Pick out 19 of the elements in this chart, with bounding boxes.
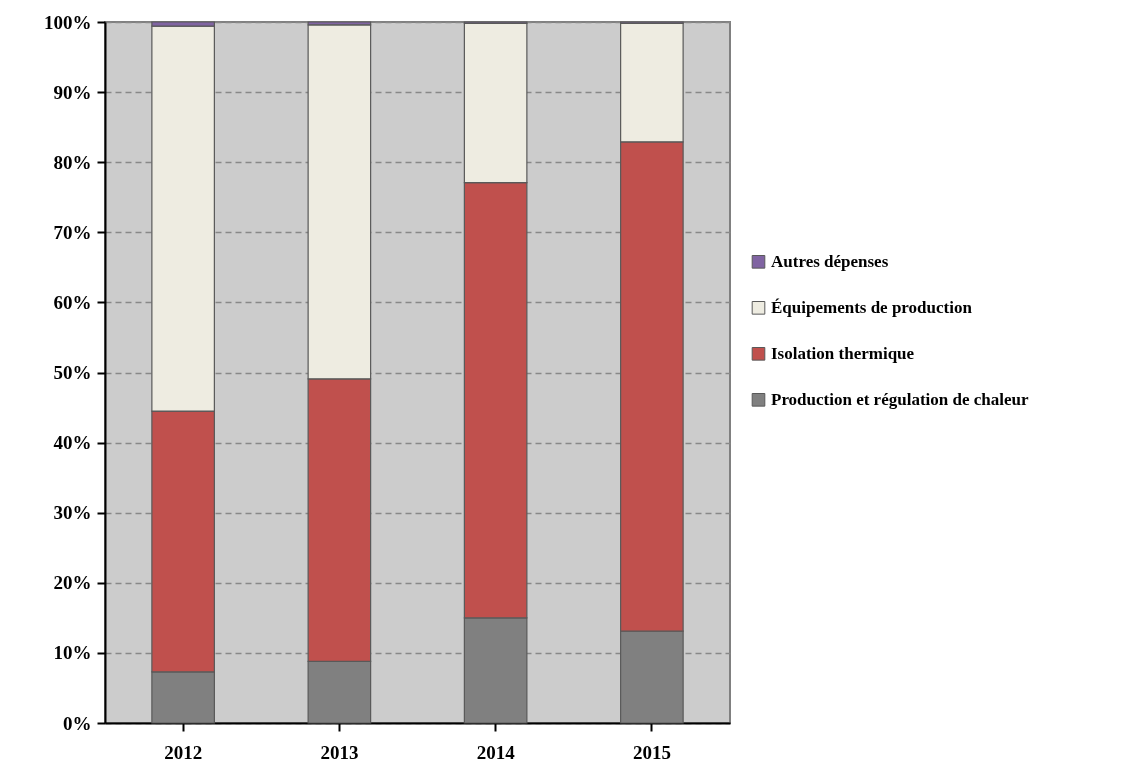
y-tick-label: 30% bbox=[53, 502, 92, 524]
y-tick-label: 80% bbox=[53, 151, 92, 173]
y-tick-label: 70% bbox=[53, 221, 92, 243]
x-tick-label: 2012 bbox=[164, 741, 203, 763]
y-tick-label: 10% bbox=[53, 642, 92, 664]
legend-label: Isolation thermique bbox=[771, 343, 915, 363]
x-tick-label: 2014 bbox=[476, 741, 516, 763]
x-tick-label: 2015 bbox=[632, 741, 671, 763]
legend-label: Autres dépenses bbox=[771, 251, 889, 271]
y-tick-label: 40% bbox=[53, 432, 92, 454]
legend-label: Production et régulation de chaleur bbox=[771, 389, 1029, 409]
y-tick-label: 20% bbox=[53, 572, 92, 594]
y-tick-label: 60% bbox=[53, 291, 92, 313]
y-tick-label: 0% bbox=[63, 712, 92, 734]
legend-label: Équipements de production bbox=[771, 297, 973, 317]
y-tick-label: 100% bbox=[44, 11, 92, 33]
x-tick-label: 2013 bbox=[320, 741, 359, 763]
y-tick-label: 50% bbox=[53, 362, 92, 383]
y-tick-label: 90% bbox=[53, 81, 92, 103]
